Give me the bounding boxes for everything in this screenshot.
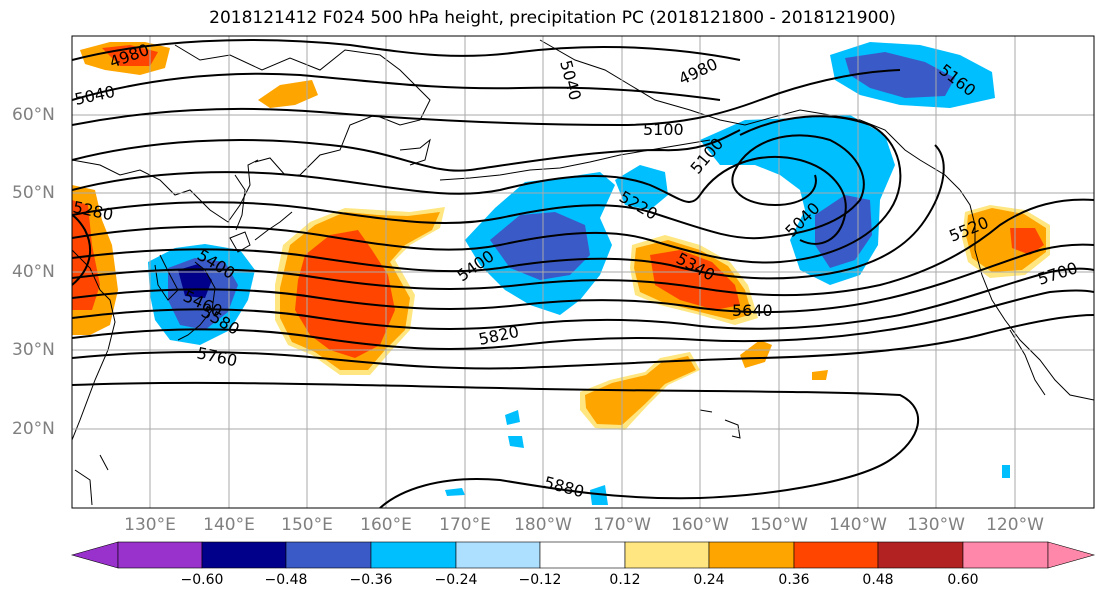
contour-line <box>72 381 919 508</box>
lon-label: 140°E <box>203 515 255 535</box>
colorbar-tick-label: 0.60 <box>947 572 979 588</box>
lon-label: 130°W <box>907 515 965 535</box>
coast-baja <box>1009 329 1046 396</box>
lat-label: 50°N <box>12 183 55 203</box>
lon-label: 150°W <box>750 515 808 535</box>
contour-line <box>72 155 847 245</box>
neg-area-alaska-core <box>845 52 955 98</box>
contour-line <box>72 243 1094 314</box>
lat-label: 40°N <box>12 262 55 282</box>
map-title: 2018121412 F024 500 hPa height, precipit… <box>209 8 896 28</box>
neg-area-small2 <box>508 436 524 448</box>
coast-kamchatka <box>399 138 431 166</box>
colorbar-segment <box>624 541 710 569</box>
coast-asia-north <box>174 44 431 176</box>
colorbar-tick-label: 0.36 <box>778 572 810 588</box>
contour-line <box>72 289 1094 351</box>
contour-line <box>72 198 1094 297</box>
colorbar-segment <box>285 541 372 569</box>
lon-label: 160°E <box>360 515 412 535</box>
lon-label: 170°E <box>439 515 491 535</box>
colorbar-extend-min <box>70 541 119 569</box>
pos-area-uswc-core <box>1010 228 1044 255</box>
colorbar-tick-label: −0.60 <box>180 572 224 588</box>
contour-label: 5640 <box>732 301 773 320</box>
colorbar-tick-label: −0.12 <box>518 572 562 588</box>
map-frame <box>71 35 1095 509</box>
neg-area-cpac-ne <box>615 165 668 210</box>
pos-area-subtrop2 <box>740 340 772 368</box>
colorbar-segment <box>201 541 287 569</box>
pos-area-wpac-north <box>258 80 318 108</box>
colorbar <box>70 541 1096 569</box>
contour-line <box>72 129 741 172</box>
contour-line <box>72 72 721 101</box>
coast-aleutians <box>439 139 711 181</box>
contour-line <box>72 144 945 280</box>
contour-line <box>72 267 1094 331</box>
colorbar-segment <box>539 541 626 569</box>
pos-area-uswc-mid <box>966 208 1046 272</box>
colorbar-tick-label: −0.24 <box>434 572 478 588</box>
contour-line <box>72 214 92 286</box>
colorbar-tick-label: 0.24 <box>693 572 725 588</box>
contour-line <box>72 69 901 127</box>
colorbar-segment <box>962 541 1049 569</box>
coast-hokkaido <box>229 231 251 253</box>
neg-area-small1 <box>505 410 520 425</box>
contour-line <box>72 134 865 240</box>
colorbar-tick-label: −0.36 <box>349 572 393 588</box>
colorbar-segment <box>455 541 541 569</box>
contour-line <box>72 314 1094 370</box>
colorbar-extend-max <box>1047 541 1096 569</box>
lon-label: 160°W <box>671 515 729 535</box>
neg-area-small5 <box>1002 465 1010 478</box>
coast-philippines <box>74 454 109 506</box>
coast-asia-east <box>72 159 259 223</box>
coast-kuril <box>254 211 293 241</box>
colorbar-tick-label: −0.48 <box>264 572 308 588</box>
colorbar-segment <box>117 541 203 569</box>
lon-label: 170°W <box>593 515 651 535</box>
lon-label: 120°W <box>986 515 1044 535</box>
neg-area-cpac-core <box>490 212 590 280</box>
colorbar-segment <box>793 541 879 569</box>
lon-label: 150°E <box>281 515 333 535</box>
contour-line <box>72 115 902 264</box>
lat-label: 20°N <box>12 419 55 439</box>
colorbar-segment <box>370 541 457 569</box>
lon-label: 140°W <box>829 515 887 535</box>
graticule <box>72 36 1094 508</box>
colorbar-tick-label: 0.48 <box>862 572 894 588</box>
map-panel: 4980 5040 5040 4980 5160 5100 5100 5220 … <box>72 36 1094 508</box>
height-contours <box>72 39 1094 508</box>
contour-line <box>72 39 741 61</box>
coast-na-west <box>959 189 1094 401</box>
lat-label: 60°N <box>12 105 55 125</box>
lat-label: 30°N <box>12 340 55 360</box>
pos-area-wpac-core <box>295 230 395 358</box>
contour-label: 5100 <box>643 120 684 139</box>
pos-area-china-core <box>72 200 100 310</box>
coast-hawaii <box>699 409 741 439</box>
pos-area-subtrop3 <box>812 370 828 380</box>
neg-area-small4 <box>445 488 465 496</box>
colorbar-segment <box>708 541 795 569</box>
colorbar-tick-label: 0.12 <box>609 572 641 588</box>
lon-label: 130°E <box>124 515 176 535</box>
lon-label: 180°W <box>514 515 572 535</box>
colorbar-segment <box>877 541 964 569</box>
